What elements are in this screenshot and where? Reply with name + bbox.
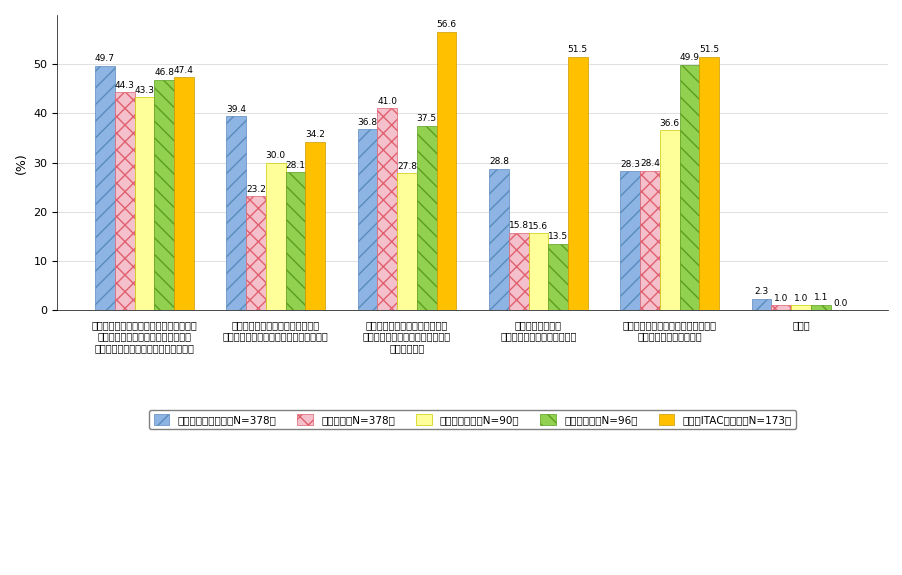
Text: 56.6: 56.6 (436, 20, 456, 29)
Bar (770, 305, 790, 310)
Text: 51.5: 51.5 (567, 45, 587, 55)
Text: 0.0: 0.0 (833, 299, 847, 308)
Bar (417, 126, 436, 311)
Bar (357, 129, 377, 310)
Bar (154, 80, 174, 310)
Bar (810, 305, 830, 310)
Text: 1.0: 1.0 (793, 294, 807, 303)
Bar (640, 171, 659, 310)
Bar (397, 174, 417, 310)
Text: 13.5: 13.5 (548, 232, 567, 242)
Text: 28.3: 28.3 (620, 159, 640, 168)
Bar (679, 65, 698, 311)
Text: 51.5: 51.5 (698, 45, 718, 55)
Bar (246, 196, 265, 310)
Bar (508, 232, 528, 310)
Bar (305, 142, 325, 310)
Text: 15.6: 15.6 (528, 222, 548, 231)
Text: 44.3: 44.3 (115, 81, 134, 90)
Text: 27.8: 27.8 (397, 162, 417, 171)
Text: 34.2: 34.2 (305, 131, 325, 140)
Y-axis label: (%): (%) (15, 152, 28, 174)
Text: 39.4: 39.4 (226, 105, 246, 114)
Text: 46.8: 46.8 (154, 68, 174, 78)
Text: 28.4: 28.4 (640, 159, 659, 168)
Text: 37.5: 37.5 (416, 114, 437, 123)
Bar (174, 77, 193, 310)
Bar (134, 97, 154, 310)
Text: 1.0: 1.0 (773, 294, 787, 303)
Text: 49.9: 49.9 (678, 53, 699, 62)
Bar (285, 172, 305, 310)
Text: 30.0: 30.0 (265, 151, 285, 160)
Bar (548, 244, 567, 310)
Bar (377, 109, 397, 310)
Bar (265, 163, 285, 310)
Text: 43.3: 43.3 (134, 86, 154, 95)
Text: 36.8: 36.8 (357, 118, 377, 126)
Bar (698, 57, 718, 311)
Legend: 日本（一般）企業（N=378）, 米国企業（N=378）, イギリス企業（N=90）, ドイツ企業（N=96）, 日本（ITAC）企業（N=173）: 日本（一般）企業（N=378）, 米国企業（N=378）, イギリス企業（N=9… (149, 410, 795, 429)
Bar (567, 57, 587, 311)
Bar (659, 130, 679, 311)
Bar (751, 299, 770, 310)
Bar (226, 116, 246, 310)
Bar (528, 233, 548, 310)
Text: 28.1: 28.1 (285, 160, 305, 170)
Bar (489, 168, 508, 310)
Text: 28.8: 28.8 (488, 157, 509, 166)
Text: 1.1: 1.1 (813, 293, 827, 302)
Text: 47.4: 47.4 (174, 66, 194, 75)
Text: 23.2: 23.2 (246, 185, 266, 194)
Text: 49.7: 49.7 (95, 54, 115, 63)
Text: 36.6: 36.6 (658, 118, 679, 128)
Text: 2.3: 2.3 (754, 288, 768, 297)
Bar (620, 171, 640, 310)
Text: 41.0: 41.0 (377, 97, 397, 106)
Bar (115, 92, 134, 310)
Bar (436, 32, 456, 310)
Bar (95, 66, 115, 310)
Text: 15.8: 15.8 (508, 221, 529, 230)
Bar (790, 305, 810, 310)
